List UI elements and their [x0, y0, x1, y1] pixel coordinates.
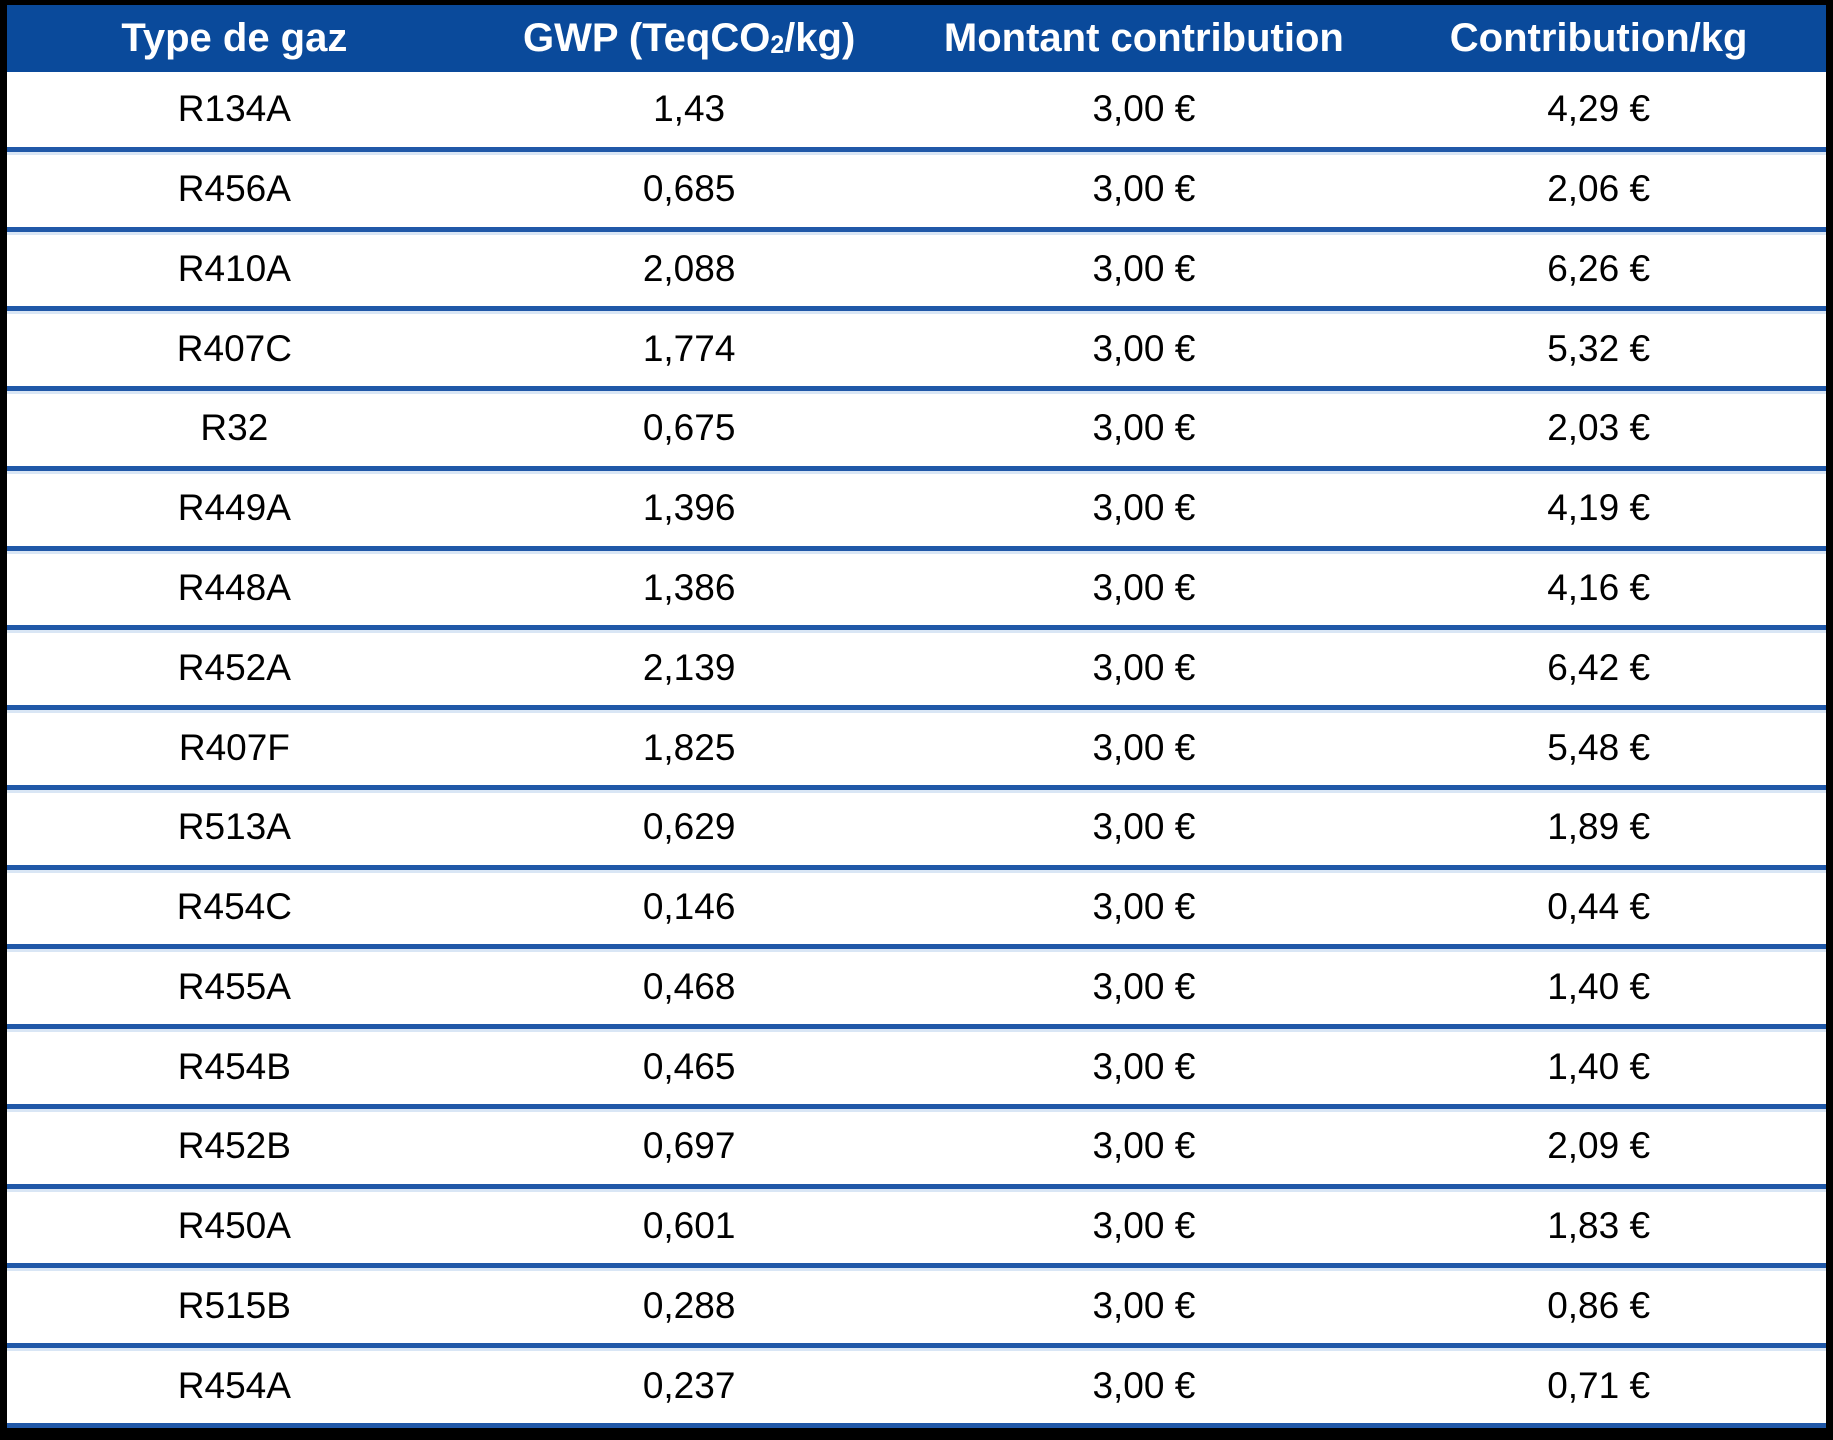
gwp-header-pre: GWP (TeqCO	[522, 16, 771, 60]
montant-contribution-cell: 3,00 €	[1092, 806, 1196, 848]
gas-type-cell: R456A	[177, 168, 291, 210]
gas-type-cell: R32	[200, 407, 269, 449]
contribution-kg-cell: 1,89 €	[1547, 806, 1651, 848]
gwp-cell: 1,386	[642, 566, 736, 608]
table-row: R456A 0,685 3,00 € 2,06 €	[7, 146, 1826, 227]
contribution-kg-cell: 0,71 €	[1547, 1364, 1651, 1406]
table-row: R134A 1,43 3,00 € 4,29 €	[7, 72, 1826, 147]
gwp-cell: 0,601	[642, 1205, 736, 1247]
gas-type-cell: R407F	[178, 726, 290, 768]
contribution-kg-cell: 6,42 €	[1547, 646, 1651, 688]
table-row: R449A 1,396 3,00 € 4,19 €	[7, 465, 1826, 546]
gwp-cell: 0,468	[642, 965, 736, 1007]
montant-contribution-cell: 3,00 €	[1092, 726, 1196, 768]
column-header-gwp: GWP (TeqCO 2/kg)	[522, 16, 856, 60]
refrigerant-gas-table: Type de gaz GWP (TeqCO 2/kg) Montant cont…	[7, 5, 1826, 1428]
montant-contribution-cell: 3,00 €	[1092, 1125, 1196, 1167]
gwp-cell: 0,288	[642, 1284, 736, 1326]
contribution-kg-cell: 5,48 €	[1547, 726, 1651, 768]
montant-contribution-cell: 3,00 €	[1092, 247, 1196, 289]
gwp-cell: 2,088	[642, 247, 736, 289]
table-row: R454A 0,237 3,00 € 0,71 €	[7, 1343, 1826, 1424]
table-row: R448A 1,386 3,00 € 4,16 €	[7, 545, 1826, 626]
gas-type-cell: R448A	[177, 566, 291, 608]
contribution-kg-cell: 4,19 €	[1547, 487, 1651, 529]
column-header-contribution-kg: Contribution/kg	[1449, 16, 1748, 60]
contribution-kg-cell: 0,86 €	[1547, 1284, 1651, 1326]
contribution-kg-cell: 2,03 €	[1547, 407, 1651, 449]
gwp-cell: 0,146	[642, 886, 736, 928]
gas-type-cell: R513A	[177, 806, 291, 848]
table-row: R513A 0,629 3,00 € 1,89 €	[7, 784, 1826, 865]
column-header-montant-contribution: Montant contribution	[943, 16, 1344, 60]
gas-type-cell: R407C	[176, 327, 292, 369]
gas-type-cell: R449A	[177, 487, 291, 529]
montant-contribution-cell: 3,00 €	[1092, 886, 1196, 928]
table-row: R452B 0,697 3,00 € 2,09 €	[7, 1103, 1826, 1184]
gas-type-cell: R410A	[177, 247, 291, 289]
contribution-kg-cell: 6,26 €	[1547, 247, 1651, 289]
gwp-cell: 0,697	[642, 1125, 736, 1167]
gwp-cell: 0,465	[642, 1045, 736, 1087]
gas-type-cell: R454A	[177, 1364, 291, 1406]
table-row: R32 0,675 3,00 € 2,03 €	[7, 386, 1826, 466]
gas-type-cell: R455A	[177, 965, 291, 1007]
table-row: R407C 1,774 3,00 € 5,32 €	[7, 306, 1826, 387]
contribution-kg-cell: 2,06 €	[1547, 168, 1651, 210]
gwp-cell: 0,675	[642, 407, 736, 449]
gas-type-cell: R515B	[177, 1284, 291, 1326]
montant-contribution-cell: 3,00 €	[1092, 1284, 1196, 1326]
table-row: R455A 0,468 3,00 € 1,40 €	[7, 944, 1826, 1025]
montant-contribution-cell: 3,00 €	[1092, 965, 1196, 1007]
gas-type-cell: R450A	[177, 1205, 291, 1247]
gwp-cell: 1,43	[653, 88, 726, 130]
gwp-cell: 0,629	[642, 806, 736, 848]
column-header-type-de-gaz: Type de gaz	[121, 16, 348, 60]
montant-contribution-cell: 3,00 €	[1092, 566, 1196, 608]
contribution-kg-cell: 4,16 €	[1547, 566, 1651, 608]
contribution-kg-cell: 0,44 €	[1547, 886, 1651, 928]
table-row: R515B 0,288 3,00 € 0,86 €	[7, 1263, 1826, 1344]
contribution-kg-cell: 2,09 €	[1547, 1125, 1651, 1167]
table-body: R134A 1,43 3,00 € 4,29 € R456A 0,685 3,0…	[7, 72, 1826, 1424]
montant-contribution-cell: 3,00 €	[1092, 646, 1196, 688]
contribution-kg-cell: 1,83 €	[1547, 1205, 1651, 1247]
gwp-cell: 1,396	[642, 487, 736, 529]
table-row: R454C 0,146 3,00 € 0,44 €	[7, 864, 1826, 945]
gas-type-cell: R134A	[177, 88, 291, 130]
gwp-cell: 1,774	[642, 327, 736, 369]
gwp-cell: 2,139	[642, 646, 736, 688]
montant-contribution-cell: 3,00 €	[1092, 487, 1196, 529]
table-row: R407F 1,825 3,00 € 5,48 €	[7, 705, 1826, 785]
gwp-cell: 0,237	[642, 1364, 736, 1406]
table-row: R410A 2,088 3,00 € 6,26 €	[7, 226, 1826, 307]
montant-contribution-cell: 3,00 €	[1092, 1205, 1196, 1247]
montant-contribution-cell: 3,00 €	[1092, 407, 1196, 449]
gas-type-cell: R454C	[176, 886, 292, 928]
gas-type-cell: R452B	[177, 1125, 291, 1167]
gwp-cell: 1,825	[642, 726, 736, 768]
gas-type-cell: R454B	[177, 1045, 291, 1087]
table-row: R454B 0,465 3,00 € 1,40 €	[7, 1024, 1826, 1104]
montant-contribution-cell: 3,00 €	[1092, 168, 1196, 210]
montant-contribution-cell: 3,00 €	[1092, 1045, 1196, 1087]
montant-contribution-cell: 3,00 €	[1092, 327, 1196, 369]
contribution-kg-cell: 1,40 €	[1547, 965, 1651, 1007]
gwp-header-post: /kg)	[784, 16, 856, 60]
contribution-kg-cell: 1,40 €	[1547, 1045, 1651, 1087]
contribution-kg-cell: 4,29 €	[1547, 88, 1651, 130]
gwp-cell: 0,685	[642, 168, 736, 210]
gas-type-cell: R452A	[177, 646, 291, 688]
montant-contribution-cell: 3,00 €	[1092, 88, 1196, 130]
contribution-kg-cell: 5,32 €	[1547, 327, 1651, 369]
table-header-row: Type de gaz GWP (TeqCO 2/kg) Montant cont…	[7, 5, 1826, 72]
montant-contribution-cell: 3,00 €	[1092, 1364, 1196, 1406]
table-row: R452A 2,139 3,00 € 6,42 €	[7, 625, 1826, 706]
table-row: R450A 0,601 3,00 € 1,83 €	[7, 1183, 1826, 1264]
